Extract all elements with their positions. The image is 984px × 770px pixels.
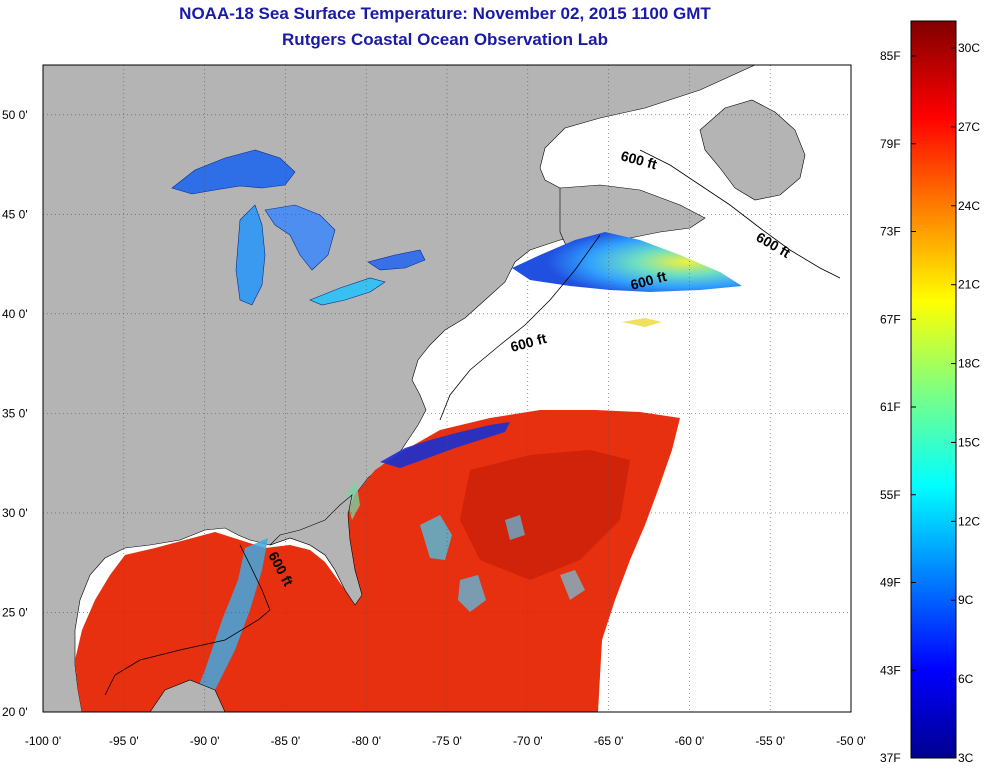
colorbar-f-label: 85F: [880, 49, 901, 63]
colorbar-c-label: 3C: [958, 751, 974, 765]
colorbar-f-label: 37F: [880, 751, 901, 765]
lake-huron: [264, 204, 336, 271]
lat-tick-label: 45 0': [2, 207, 28, 221]
sst-cloud-streak-3: [458, 575, 486, 612]
sst-coastal-cool-band: [380, 422, 510, 468]
lon-tick-label: -55 0': [755, 734, 785, 748]
sst-cloud-streak-2: [420, 515, 452, 560]
lake-ontario: [367, 249, 426, 271]
colorbar-c-label: 15C: [958, 435, 980, 449]
colorbar-c-label: 12C: [958, 514, 980, 528]
sst-cloud-streak-4: [505, 515, 525, 540]
colorbar-f-label: 55F: [880, 488, 901, 502]
colorbar-f-label: 49F: [880, 576, 901, 590]
sst-slope-patch: [622, 318, 662, 327]
lon-tick-label: -60 0': [675, 734, 705, 748]
land-yucatan: [149, 679, 226, 712]
lon-tick-label: -70 0': [513, 734, 543, 748]
colorbar-c-label: 27C: [958, 120, 980, 134]
lon-tick-label: -95 0': [109, 734, 139, 748]
colorbar-f-label: 43F: [880, 663, 901, 677]
isobath-600ft-gulf: [104, 544, 271, 696]
map-frame: [42, 64, 852, 713]
sst-cloud-streak-1: [188, 538, 268, 712]
lat-tick-label: 20 0': [2, 705, 28, 719]
lon-tick-label: -75 0': [432, 734, 462, 748]
colorbar-c-label: 21C: [958, 278, 980, 292]
lon-tick-label: -80 0': [351, 734, 381, 748]
sst-florida-coast-cool: [346, 480, 360, 520]
lat-tick-label: 35 0': [2, 406, 28, 420]
lake-michigan: [235, 204, 266, 306]
lake-superior: [171, 149, 296, 195]
sst-cloud-streak-5: [560, 570, 585, 600]
lon-tick-label: -100 0': [25, 734, 61, 748]
map-title: NOAA-18 Sea Surface Temperature: Novembe…: [179, 4, 711, 23]
colorbar: [910, 20, 957, 759]
lon-tick-labels: -100 0' -95 0' -90 0' -85 0' -80 0' -75 0' -70…: [25, 734, 866, 748]
lake-erie: [309, 277, 386, 306]
lon-tick-label: -65 0': [594, 734, 624, 748]
lat-tick-label: 25 0': [2, 605, 28, 619]
land-newfoundland: [699, 99, 806, 201]
colorbar-c-label: 9C: [958, 593, 974, 607]
lon-tick-label: -90 0': [190, 734, 220, 748]
colorbar-f-label: 79F: [880, 137, 901, 151]
lat-tick-label: 50 0': [2, 108, 28, 122]
lat-tick-label: 40 0': [2, 307, 28, 321]
map-grid: [43, 65, 851, 712]
isobath-600ft: [639, 149, 841, 279]
map-subtitle: Rutgers Coastal Ocean Observation Lab: [282, 30, 608, 49]
lon-tick-label: -50 0': [836, 734, 866, 748]
isobath-600ft-shelf: [439, 234, 601, 421]
colorbar-f-label: 61F: [880, 400, 901, 414]
colorbar-c-label: 6C: [958, 672, 974, 686]
colorbar-f-label: 67F: [880, 312, 901, 326]
lat-tick-label: 30 0': [2, 506, 28, 520]
colorbar-ticks: 85F 79F 73F 67F 61F 55F 49F 43F 37F 30C 27C 24C 21C 1…: [880, 41, 980, 765]
sst-warm-core: [460, 450, 630, 580]
lon-tick-label: -85 0': [271, 734, 301, 748]
colorbar-f-label: 73F: [880, 225, 901, 239]
land-florida: [269, 494, 363, 606]
colorbar-c-label: 30C: [958, 41, 980, 55]
colorbar-c-label: 24C: [958, 199, 980, 213]
colorbar-c-label: 18C: [958, 357, 980, 371]
lat-tick-labels: 20 0' 25 0' 30 0' 35 0' 40 0' 45 0' 50 0': [2, 108, 28, 719]
